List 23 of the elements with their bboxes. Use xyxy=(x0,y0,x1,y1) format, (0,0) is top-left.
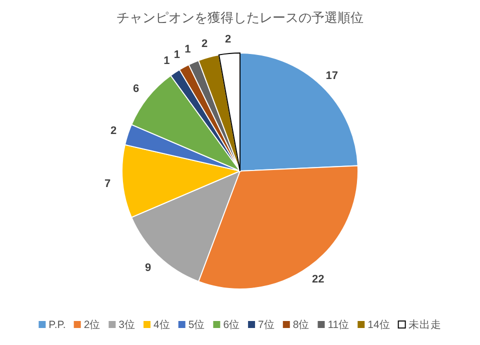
data-label: 1 xyxy=(164,55,170,67)
legend-label: 6位 xyxy=(223,319,240,331)
data-label: 1 xyxy=(174,48,180,61)
legend-label: 未出走 xyxy=(408,318,442,331)
data-label: 9 xyxy=(145,262,152,274)
data-label: 2 xyxy=(225,34,232,46)
chart-title: チャンピオンを獲得したレースの予選順位 xyxy=(116,10,364,25)
legend-label: 3位 xyxy=(118,319,136,331)
data-label: 22 xyxy=(312,274,324,286)
data-label: 17 xyxy=(326,70,338,82)
legend-label: P.P. xyxy=(48,319,66,331)
legend-label: 5位 xyxy=(188,319,206,331)
data-label: 6 xyxy=(132,83,140,96)
legend-label: 7位 xyxy=(258,319,275,331)
legend-label: 4位 xyxy=(154,319,170,331)
data-label: 2 xyxy=(202,38,208,50)
legend-label: 11位 xyxy=(328,319,350,331)
legend-label: 8位 xyxy=(292,319,310,331)
legend-label: 14位 xyxy=(368,319,390,331)
legend-label: 2位 xyxy=(84,319,101,331)
data-label: 1 xyxy=(184,44,191,56)
data-label: 7 xyxy=(104,178,111,190)
data-label: 2 xyxy=(110,124,117,137)
